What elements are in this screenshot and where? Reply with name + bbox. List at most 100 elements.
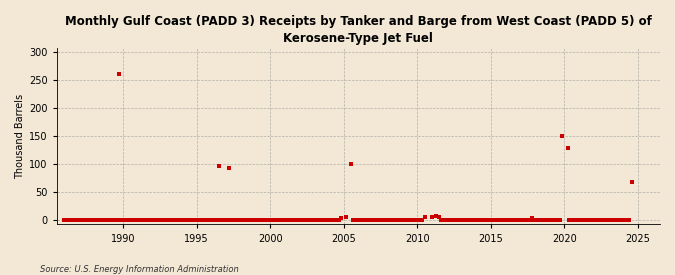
Point [606, 218, 617, 222]
Point [130, 218, 140, 222]
Point [520, 218, 531, 222]
Point [186, 218, 196, 222]
Point [287, 218, 298, 222]
Point [124, 218, 134, 222]
Point [341, 215, 352, 219]
Point [207, 218, 218, 222]
Y-axis label: Thousand Barrels: Thousand Barrels [15, 94, 25, 178]
Point [206, 218, 217, 222]
Point [462, 218, 472, 222]
Point [377, 218, 387, 222]
Point [612, 218, 623, 222]
Point [172, 218, 183, 222]
Point [535, 218, 546, 222]
Point [223, 166, 234, 170]
Point [96, 218, 107, 222]
Point [525, 218, 536, 222]
Point [74, 218, 84, 222]
Point [321, 218, 331, 222]
Point [495, 218, 506, 222]
Point [281, 218, 292, 222]
Point [277, 218, 288, 222]
Point [346, 162, 356, 166]
Point [217, 218, 228, 222]
Point [430, 213, 441, 218]
Point [335, 216, 346, 221]
Point [60, 218, 71, 222]
Point [354, 218, 365, 222]
Point [591, 218, 602, 222]
Point [241, 218, 252, 222]
Point [470, 218, 481, 222]
Point [459, 218, 470, 222]
Point [372, 218, 383, 222]
Point [356, 218, 367, 222]
Point [100, 218, 111, 222]
Point [359, 218, 370, 222]
Point [571, 218, 582, 222]
Point [540, 218, 551, 222]
Point [225, 218, 236, 222]
Point [368, 218, 379, 222]
Point [155, 218, 165, 222]
Point [310, 218, 321, 222]
Point [347, 218, 358, 222]
Point [587, 218, 598, 222]
Point [313, 218, 324, 222]
Point [66, 218, 77, 222]
Point [63, 218, 74, 222]
Point [624, 218, 634, 222]
Point [585, 218, 596, 222]
Point [254, 218, 265, 222]
Point [153, 218, 164, 222]
Point [85, 218, 96, 222]
Point [605, 218, 616, 222]
Point [187, 218, 198, 222]
Point [410, 218, 421, 222]
Point [509, 218, 520, 222]
Point [59, 218, 70, 222]
Point [545, 218, 556, 222]
Point [353, 218, 364, 222]
Point [273, 218, 284, 222]
Point [319, 218, 330, 222]
Point [182, 218, 193, 222]
Point [435, 218, 446, 222]
Point [383, 218, 394, 222]
Point [367, 218, 377, 222]
Point [483, 218, 493, 222]
Point [444, 218, 455, 222]
Point [488, 218, 499, 222]
Point [363, 218, 374, 222]
Point [503, 218, 514, 222]
Point [175, 218, 186, 222]
Point [531, 218, 542, 222]
Point [564, 218, 574, 222]
Point [597, 218, 608, 222]
Point [322, 218, 333, 222]
Point [288, 218, 299, 222]
Point [403, 218, 414, 222]
Point [360, 218, 371, 222]
Point [141, 218, 152, 222]
Point [537, 218, 547, 222]
Point [399, 218, 410, 222]
Point [88, 218, 99, 222]
Point [456, 218, 467, 222]
Point [71, 218, 82, 222]
Point [76, 218, 87, 222]
Point [515, 218, 526, 222]
Point [477, 218, 487, 222]
Point [128, 218, 139, 222]
Point [600, 218, 611, 222]
Point [362, 218, 373, 222]
Point [553, 218, 564, 222]
Point [114, 72, 125, 77]
Point [524, 218, 535, 222]
Point [291, 218, 302, 222]
Point [533, 218, 543, 222]
Point [619, 218, 630, 222]
Point [101, 218, 112, 222]
Point [307, 218, 318, 222]
Point [530, 218, 541, 222]
